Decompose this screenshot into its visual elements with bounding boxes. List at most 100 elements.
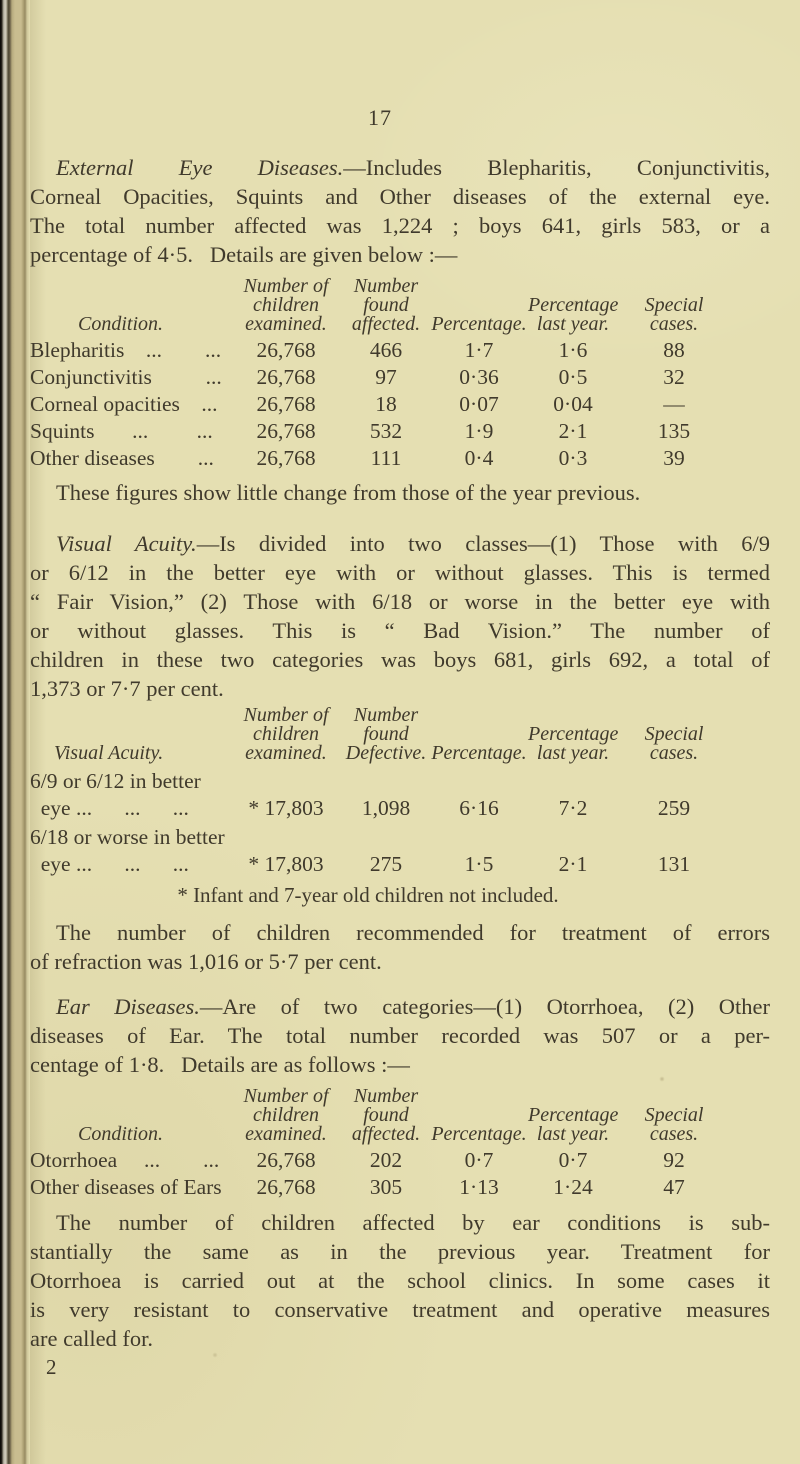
visual-acuity-table: Visual Acuity. Number of children examin…	[30, 704, 730, 909]
table-cell: 0·3	[558, 446, 588, 470]
section-lead-ear-diseases: Ear Diseases.	[56, 994, 200, 1019]
table-cell: 92	[663, 1148, 685, 1172]
text-run: —Are of two categories—(1) Otorrhoea, (2…	[199, 994, 771, 1019]
text-line: is very resistant to conservative treatm…	[30, 1297, 770, 1322]
table-cell: 305	[369, 1175, 403, 1199]
table-cell: 1,098	[361, 796, 411, 820]
header-cell-condition: Condition.	[78, 1123, 164, 1145]
table-cell: 6/9 or 6/12 in better eye ... ... ...	[30, 769, 201, 820]
table-cell: Conjunctivitis ...	[30, 365, 222, 389]
table-cell: 26,768	[256, 1148, 316, 1172]
table-header-row: Visual Acuity. Number of children examin…	[30, 704, 730, 766]
table-cell: 39	[663, 446, 685, 470]
table-cell: 88	[663, 338, 685, 362]
eye-conditions-table: Condition. Number of children examined. …	[30, 275, 730, 472]
header-cell-special: Special cases.	[644, 1104, 704, 1145]
table-header-row: Condition. Number of children examined. …	[30, 1086, 730, 1147]
table-cell: 26,768	[256, 365, 316, 389]
table-row-blepharitis: Blepharitis ... ... 26,768 466 1·7 1·6 8…	[30, 337, 730, 364]
table-cell: 2·1	[558, 419, 588, 443]
table-cell: 111	[370, 446, 402, 470]
text-line: centage of 1·8. Details are as follows :…	[30, 1052, 410, 1077]
header-cell-last-year: Percentage last year.	[528, 723, 619, 764]
table-row-fair-vision: 6/9 or 6/12 in better eye ... ... ... * …	[30, 768, 730, 822]
paragraph-external-eye-diseases: External Eye Diseases.—Includes Blephari…	[30, 153, 770, 269]
table-cell: 97	[375, 365, 397, 389]
table-cell: 275	[369, 852, 403, 876]
table-cell: 532	[369, 419, 403, 443]
table-cell: 26,768	[256, 338, 316, 362]
table-cell: —	[663, 392, 685, 416]
paragraph-ear-treatment: The number of children affected by ear c…	[30, 1208, 770, 1353]
header-cell-examined: Number of children examined.	[243, 704, 329, 764]
table-cell: * 17,803	[248, 852, 324, 876]
table-cell: 0·04	[553, 392, 593, 416]
table-cell: 6·16	[459, 796, 499, 820]
table-cell: 135	[657, 419, 691, 443]
header-cell-last-year: Percentage last year.	[528, 294, 619, 335]
table-cell: Other diseases ...	[30, 446, 214, 470]
paragraph-refraction: The number of children recommended for t…	[30, 918, 770, 976]
table-cell: 0·36	[459, 365, 499, 389]
table-cell: 0·5	[558, 365, 588, 389]
text-run: —Includes Blepharitis, Conjunctivitis,	[343, 155, 770, 180]
table-cell: 1·13	[459, 1175, 499, 1199]
table-cell: 1·7	[464, 338, 494, 362]
header-cell-visual-acuity: Visual Acuity.	[54, 742, 164, 764]
header-cell-percentage: Percentage.	[431, 313, 527, 335]
header-cell-defective: Number found Defective.	[345, 704, 427, 764]
text-line: of refraction was 1,016 or 5·7 per cent.	[30, 949, 382, 974]
table-cell: 0·7	[558, 1148, 588, 1172]
book-binding-edge	[0, 0, 46, 1464]
table-row-other-diseases: Other diseases ... 26,768 111 0·4 0·3 39	[30, 445, 730, 472]
table-cell: 1·6	[558, 338, 588, 362]
header-cell-affected: Number found affected.	[351, 275, 421, 335]
table-cell: Otorrhoea ... ...	[30, 1148, 220, 1172]
table-cell: 26,768	[256, 1175, 316, 1199]
table-cell: 0·4	[464, 446, 494, 470]
text-line: 1,373 or 7·7 per cent.	[30, 676, 224, 701]
ear-conditions-table: Condition. Number of children examined. …	[30, 1086, 730, 1201]
text-line: or without glasses. This is “ Bad Vision…	[30, 618, 770, 643]
table-cell: Other diseases of Ears	[30, 1175, 222, 1199]
text-line: diseases of Ear. The total number record…	[30, 1023, 770, 1048]
header-cell-percentage: Percentage.	[431, 742, 527, 764]
text-line: stantially the same as in the previous y…	[30, 1239, 770, 1264]
table-cell: 26,768	[256, 419, 316, 443]
section-lead-visual-acuity: Visual Acuity.	[56, 531, 197, 556]
text-line: percentage of 4·5. Details are given bel…	[30, 242, 458, 267]
header-cell-last-year: Percentage last year.	[528, 1104, 619, 1145]
header-cell-examined: Number of children examined.	[243, 275, 329, 335]
table-cell: Corneal opacities ...	[30, 392, 218, 416]
header-cell-special: Special cases.	[644, 723, 704, 764]
table-row-conjunctivitis: Conjunctivitis ... 26,768 97 0·36 0·5 32	[30, 364, 730, 391]
text-line: children in these two categories was boy…	[30, 647, 770, 672]
table-cell: 26,768	[256, 392, 316, 416]
page-number-bottom: 2	[46, 1355, 57, 1379]
text-line: or 6/12 in the better eye with or withou…	[30, 560, 770, 585]
text-line: Ear Diseases.—Are of two categories—(1) …	[30, 992, 770, 1021]
table-cell: 1·5	[464, 852, 494, 876]
header-cell-condition: Condition.	[78, 313, 164, 335]
table-cell: 47	[663, 1175, 685, 1199]
text-line: Otorrhoea is carried out at the school c…	[30, 1268, 770, 1293]
table-row-squints: Squints ... ... 26,768 532 1·9 2·1 135	[30, 418, 730, 445]
text-line: “ Fair Vision,” (2) Those with 6/18 or w…	[30, 589, 770, 614]
table-cell: Blepharitis ... ...	[30, 338, 222, 362]
text-line: The number of children affected by ear c…	[56, 1210, 770, 1235]
text-run: —Is divided into two classes—(1) Those w…	[196, 531, 771, 556]
page-number-top: 17	[368, 105, 392, 130]
section-lead-external-eye: External Eye Diseases.	[56, 155, 344, 180]
page-content: 17 External Eye Diseases.—Includes Bleph…	[30, 0, 770, 1382]
table-cell: 1·9	[464, 419, 494, 443]
table-cell: 2·1	[558, 852, 588, 876]
table-row-bad-vision: 6/18 or worse in better eye ... ... ... …	[30, 824, 730, 878]
note-these-figures: These figures show little change from th…	[30, 478, 770, 507]
table-row-otorrhoea: Otorrhoea ... ... 26,768 202 0·7 0·7 92	[30, 1147, 730, 1174]
table-cell: 466	[369, 338, 403, 362]
text-line: Visual Acuity.—Is divided into two class…	[30, 529, 770, 558]
table-header-row: Condition. Number of children examined. …	[30, 275, 730, 337]
text-line: These figures show little change from th…	[56, 480, 641, 505]
table-cell: 6/18 or worse in better eye ... ... ...	[30, 825, 225, 876]
